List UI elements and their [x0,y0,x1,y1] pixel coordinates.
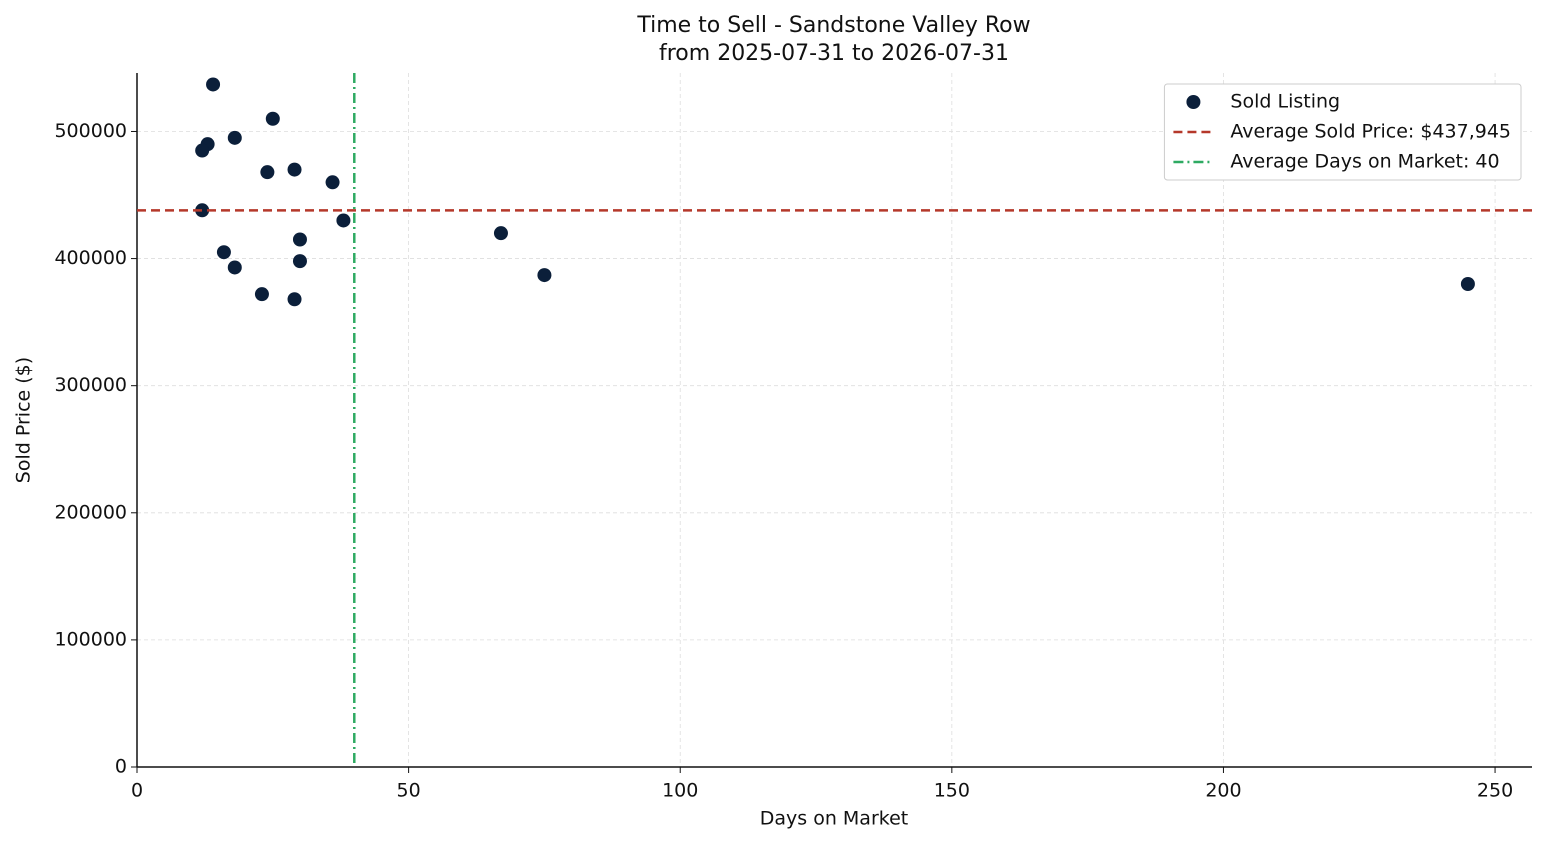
data-point [292,232,307,247]
y-tick-label: 200000 [54,501,127,523]
data-point [265,111,280,126]
data-point [216,245,231,260]
data-point [227,130,242,145]
data-point [206,77,221,92]
data-point [1460,276,1475,291]
chart-title: Time to Sell - Sandstone Valley Row [636,13,1030,38]
y-tick-label: 0 [115,756,127,778]
data-point [287,292,302,307]
legend-marker [1186,95,1201,109]
data-point [227,260,242,275]
x-axis-label: Days on Market [760,808,908,830]
x-tick-label: 50 [397,780,421,802]
y-tick-label: 400000 [54,247,127,269]
chart-subtitle: from 2025-07-31 to 2026-07-31 [659,41,1009,66]
x-tick-label: 150 [934,780,970,802]
legend-label: Average Days on Market: 40 [1230,151,1499,173]
x-tick-label: 200 [1205,780,1241,802]
data-point [287,162,302,177]
data-point [537,268,552,283]
data-point [195,203,210,218]
legend-label: Sold Listing [1230,91,1340,113]
data-point [325,175,340,190]
x-tick-label: 250 [1477,780,1513,802]
legend-label: Average Sold Price: $437,945 [1230,121,1511,143]
x-tick-label: 0 [131,780,143,802]
data-point [493,226,508,241]
data-point [260,165,275,180]
y-tick-label: 300000 [54,374,127,396]
data-point [195,143,210,158]
data-point [336,213,351,228]
y-axis-label: Sold Price ($) [13,357,35,483]
x-tick-label: 100 [662,780,698,802]
data-point [254,287,269,302]
y-tick-label: 100000 [54,628,127,650]
data-point [292,254,307,269]
y-tick-label: 500000 [54,120,127,142]
legend: Sold Listing Average Sold Price: $437,945… [1163,83,1522,181]
legend-box [1163,83,1522,181]
